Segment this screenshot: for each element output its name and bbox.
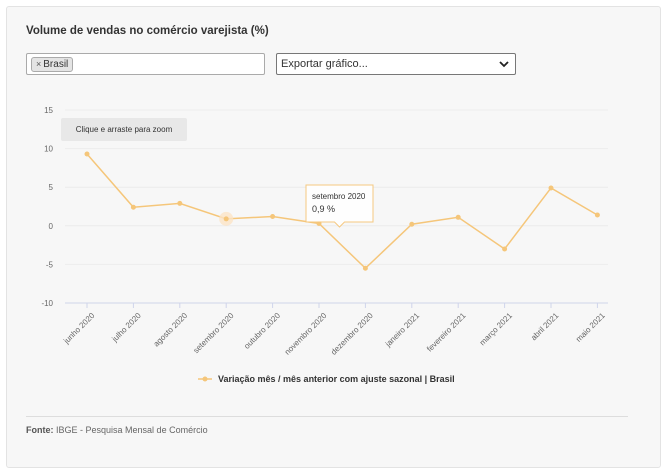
data-point[interactable]: [84, 151, 90, 157]
line-chart[interactable]: 15 10 5 0 -5 -10 junho 2020 julho 2020 agosto 20…: [20, 96, 626, 396]
region-filter-input[interactable]: × Brasil: [26, 53, 265, 75]
y-tick-label: 10: [44, 145, 53, 154]
chart-title: Volume de vendas no comércio varejista (…: [26, 25, 269, 37]
data-point[interactable]: [502, 246, 508, 252]
export-select-label: Exportar gráfico...: [281, 58, 368, 70]
footer-divider: [26, 416, 628, 417]
x-tick-label: setembro 2020: [192, 311, 236, 355]
y-tick-label: 5: [49, 183, 54, 192]
data-point[interactable]: [130, 204, 136, 210]
y-tick-label: -5: [46, 260, 54, 269]
y-tick-label: 15: [44, 106, 53, 115]
x-tick-label: agosto 2020: [152, 311, 190, 349]
y-tick-label: 0: [49, 222, 54, 231]
tooltip-category: setembro 2020: [312, 192, 366, 201]
x-tick-label: dezembro 2020: [329, 311, 375, 357]
source-note: Fonte: IBGE - Pesquisa Mensal de Comérci…: [26, 425, 208, 435]
x-tick-label: julho 2020: [110, 311, 144, 345]
tooltip-box: [305, 184, 374, 228]
data-point[interactable]: [548, 185, 554, 191]
x-tick-label: outubro 2020: [242, 311, 282, 351]
filter-tag: × Brasil: [31, 57, 74, 72]
data-point[interactable]: [270, 214, 276, 220]
chevron-down-icon: [499, 61, 509, 68]
data-point[interactable]: [223, 216, 229, 222]
series-line: [86, 153, 598, 270]
zoom-hint-button[interactable]: Clique e arraste para zoom: [61, 118, 187, 141]
data-point[interactable]: [177, 200, 183, 206]
data-point[interactable]: [362, 265, 368, 271]
source-label: Fonte:: [26, 425, 54, 435]
data-point[interactable]: [594, 212, 600, 218]
x-tick-label: fevereiro 2021: [425, 311, 468, 354]
x-tick-label: abril 2021: [529, 311, 561, 343]
x-tick-label: junho 2020: [61, 311, 96, 346]
x-tick-label: janeiro 2021: [383, 311, 422, 350]
data-point[interactable]: [409, 221, 415, 227]
legend-marker: [202, 376, 208, 382]
source-text: IBGE - Pesquisa Mensal de Comércio: [56, 425, 208, 435]
data-point[interactable]: [455, 214, 461, 220]
y-tick-label: -10: [41, 299, 53, 308]
tooltip-value: 0,9 %: [312, 204, 335, 214]
x-tick-label: novembro 2020: [283, 311, 329, 357]
x-tick-label: março 2021: [478, 311, 515, 348]
x-tick-label: maio 2021: [574, 311, 607, 344]
remove-tag-icon[interactable]: ×: [36, 59, 42, 69]
export-chart-select[interactable]: Exportar gráfico...: [276, 53, 516, 75]
legend-label[interactable]: Variação mês / mês anterior com ajuste s…: [218, 374, 455, 384]
filter-tag-label: Brasil: [43, 59, 69, 70]
